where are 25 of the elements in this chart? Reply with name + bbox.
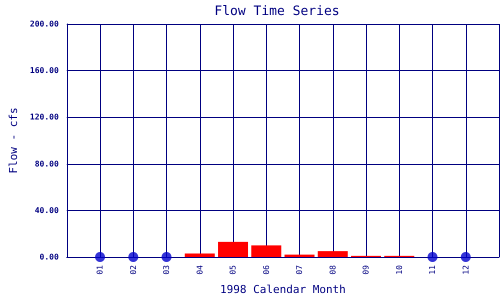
bar <box>251 245 282 257</box>
y-tick-label: 80.00 <box>34 159 59 168</box>
x-tick-label: 09 <box>362 264 371 275</box>
x-tick-label: 12 <box>461 264 470 275</box>
x-tick-label: 10 <box>394 264 404 275</box>
x-tick-label: 05 <box>228 264 238 275</box>
x-tick-label: 08 <box>328 264 338 275</box>
y-tick-label: 200.00 <box>30 20 59 28</box>
y-tick-label: 160.00 <box>30 66 59 76</box>
y-axis-title: Flow - cfs <box>7 107 20 174</box>
y-tick-label: 0.00 <box>40 252 59 262</box>
bar <box>318 251 348 257</box>
y-tick-label: 40.00 <box>34 206 59 215</box>
bar <box>218 242 248 257</box>
x-tick-label: 07 <box>295 264 304 275</box>
x-axis-title: 1998 Calendar Month <box>220 283 346 296</box>
x-tick-label: 03 <box>162 264 172 275</box>
x-tick-label: 02 <box>128 264 138 275</box>
x-tick-label: 04 <box>195 264 204 275</box>
x-tick-label: 11 <box>428 264 438 275</box>
x-tick-label: 01 <box>96 264 105 275</box>
chart-title: Flow Time Series <box>214 4 340 19</box>
y-tick-label: 120.00 <box>30 112 59 122</box>
x-tick-label: 06 <box>262 264 271 275</box>
bar <box>184 254 215 257</box>
